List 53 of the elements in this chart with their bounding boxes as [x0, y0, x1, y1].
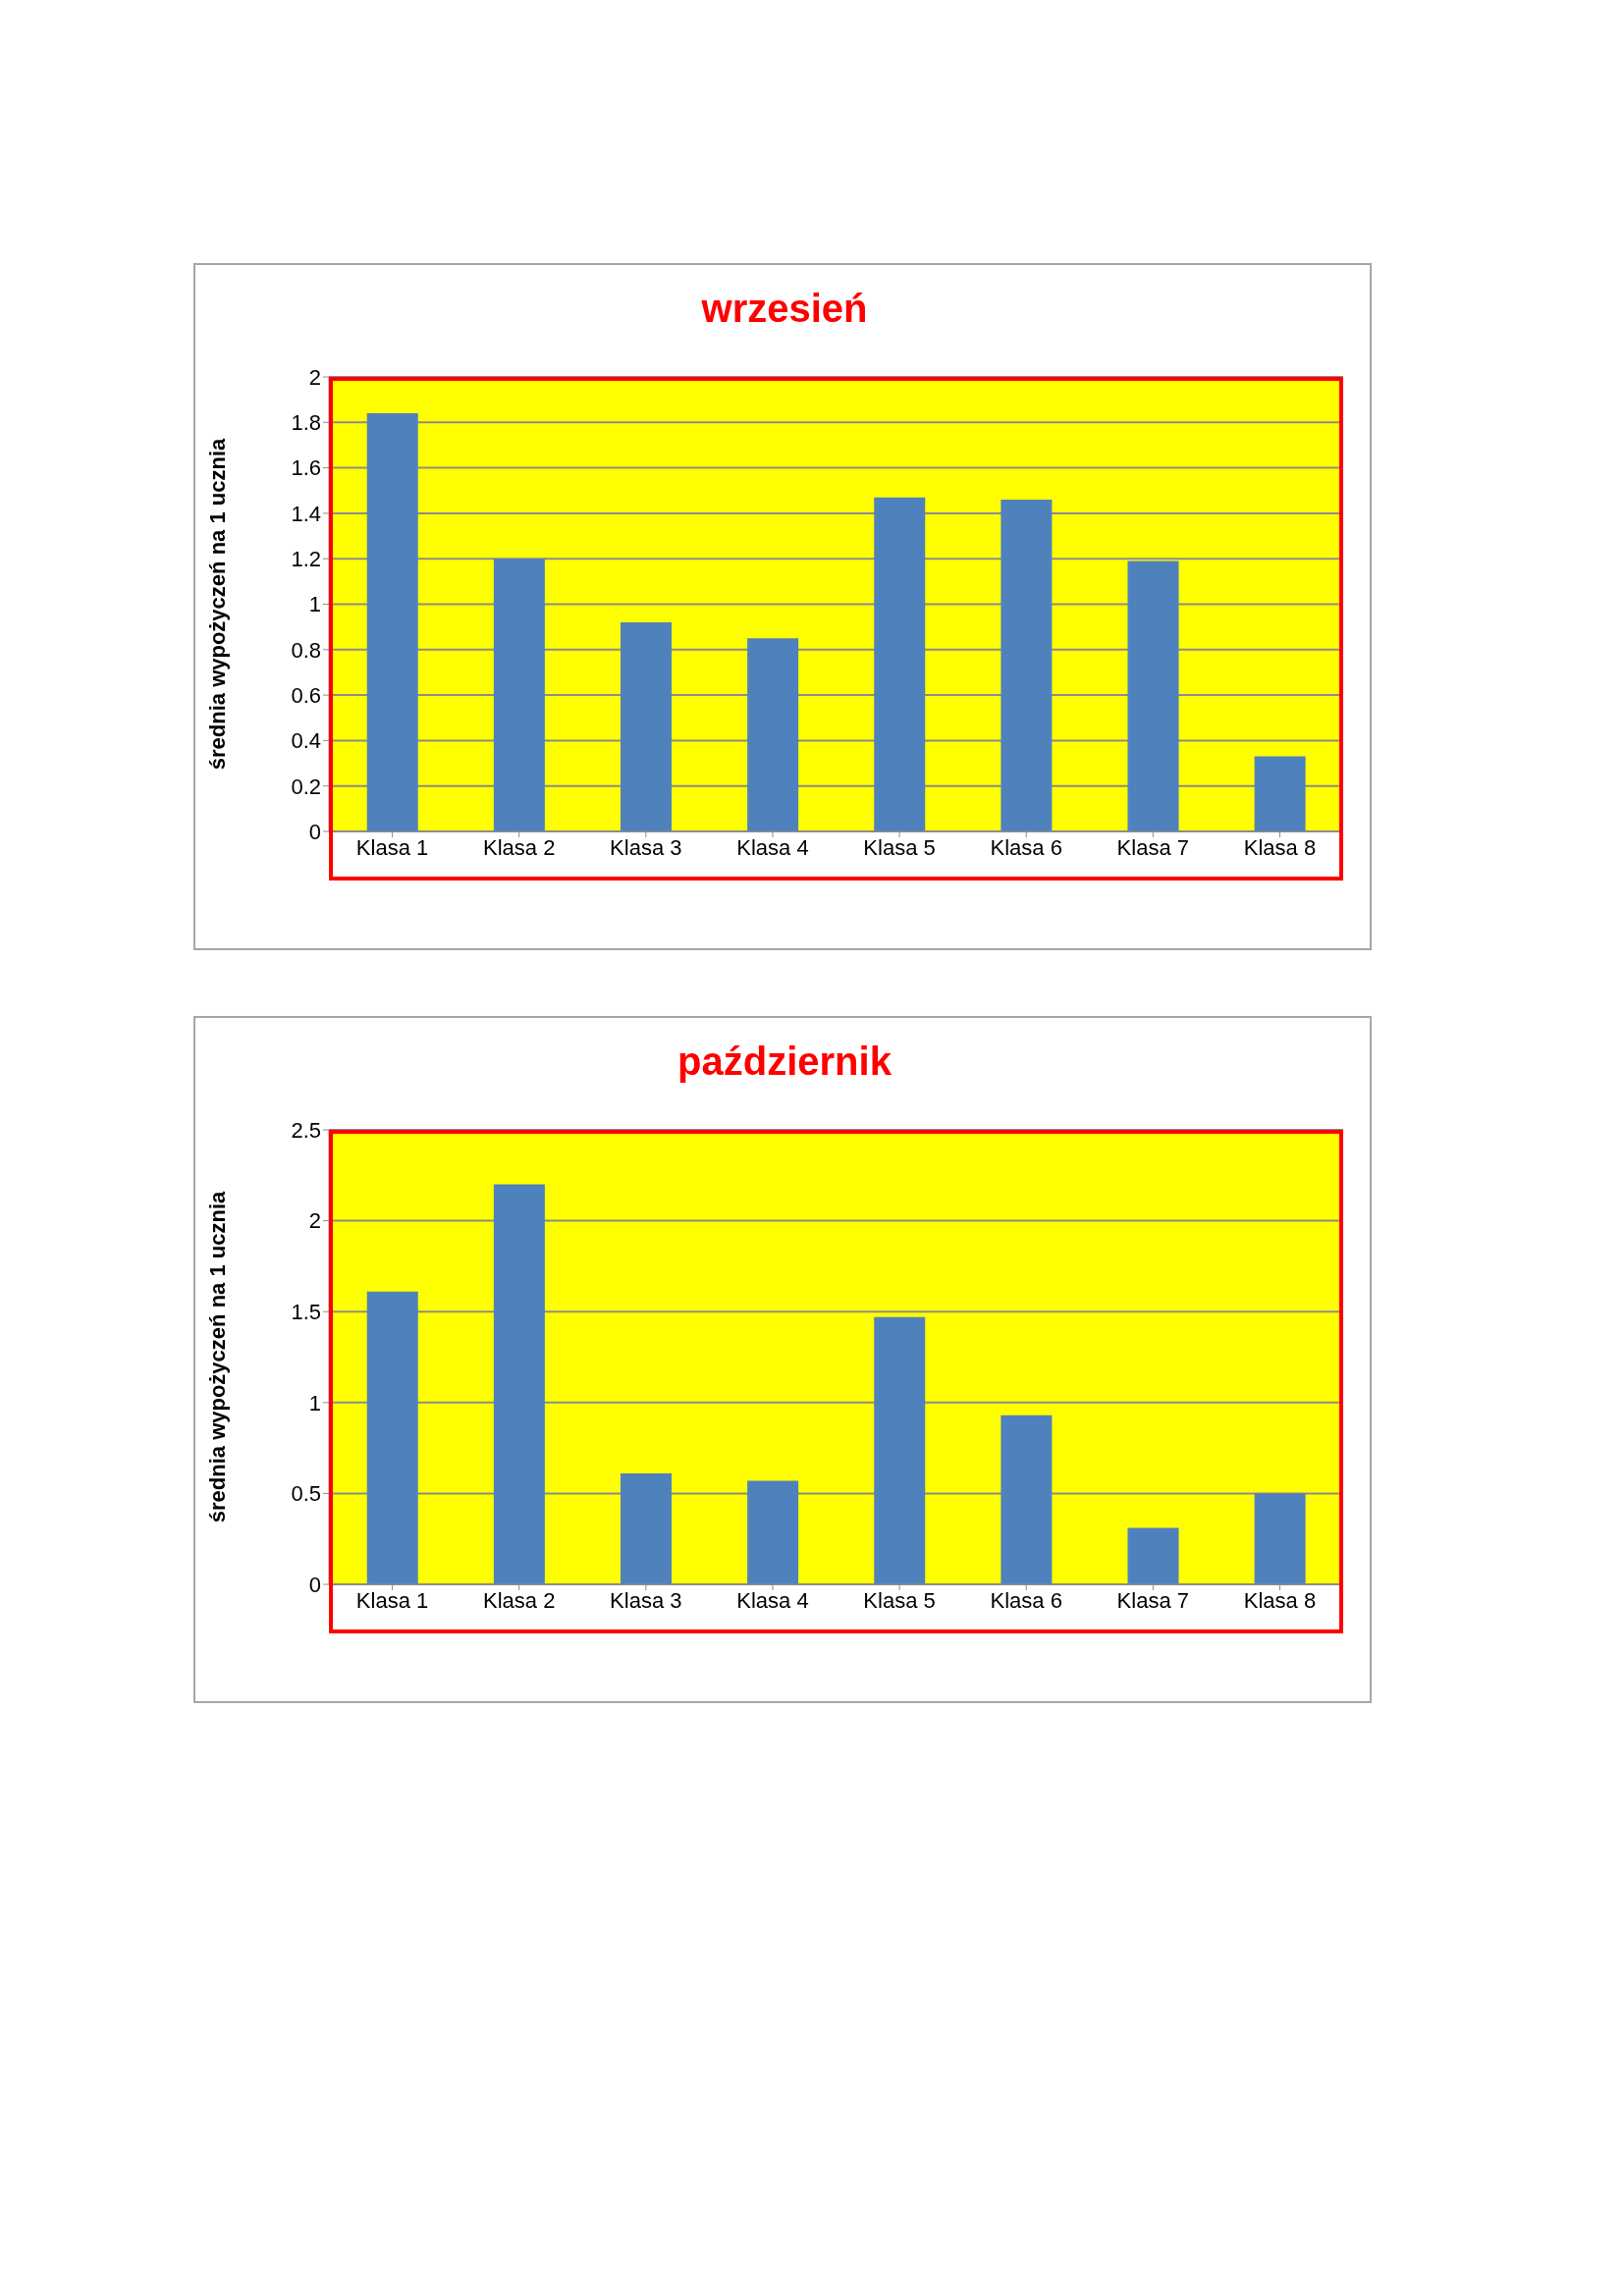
y-tick-label: 0.2: [291, 774, 321, 799]
chart-title: wrzesień: [700, 287, 869, 331]
y-tick-label: 0.5: [291, 1481, 321, 1507]
x-tick-label: Klasa 7: [1116, 834, 1190, 860]
y-tick-label: 1.4: [291, 501, 321, 526]
y-tick-label: 2.5: [291, 1117, 321, 1143]
x-tick-label: Klasa 3: [610, 834, 682, 860]
bar: [747, 638, 799, 831]
x-tick-label: Klasa 5: [863, 834, 936, 860]
y-tick-label: 1.6: [291, 455, 321, 481]
x-tick-label: Klasa 6: [990, 1587, 1062, 1613]
bar: [1254, 1493, 1306, 1584]
x-tick-label: Klasa 1: [355, 834, 429, 860]
x-tick-label: Klasa 4: [736, 1587, 809, 1613]
y-tick-label: 1.2: [291, 547, 321, 572]
y-axis-title: średnia wypożyczeń na 1 ucznia: [204, 438, 230, 771]
bar: [1127, 561, 1179, 831]
bar: [1254, 756, 1306, 831]
y-tick-label: 0: [308, 819, 321, 844]
x-tick-label: Klasa 8: [1243, 834, 1317, 860]
bar: [366, 413, 418, 831]
y-tick-label: 0.8: [291, 637, 321, 663]
y-tick-label: 2: [308, 364, 321, 390]
y-axis-title: średnia wypożyczeń na 1 ucznia: [204, 1191, 230, 1523]
bar: [366, 1291, 418, 1584]
bar: [493, 1184, 545, 1584]
y-tick-label: 0: [308, 1572, 321, 1597]
y-tick-label: 1: [308, 592, 321, 617]
bar: [747, 1480, 799, 1584]
x-tick-label: Klasa 1: [355, 1587, 429, 1613]
chart-title: październik: [677, 1040, 893, 1084]
bar: [620, 622, 672, 831]
x-tick-label: Klasa 8: [1243, 1587, 1317, 1613]
y-tick-label: 0.6: [291, 682, 321, 708]
bar: [620, 1473, 672, 1584]
x-tick-label: Klasa 7: [1116, 1587, 1190, 1613]
x-tick-label: Klasa 2: [482, 834, 556, 860]
y-tick-label: 1.5: [291, 1300, 321, 1325]
x-tick-label: Klasa 2: [482, 1587, 556, 1613]
x-tick-label: Klasa 6: [990, 834, 1062, 860]
y-tick-label: 1.8: [291, 410, 321, 436]
y-tick-label: 1: [308, 1390, 321, 1415]
y-tick-label: 2: [308, 1208, 321, 1234]
bar: [874, 497, 926, 831]
bar: [1001, 1415, 1053, 1584]
x-tick-label: Klasa 4: [736, 834, 809, 860]
bar: [874, 1316, 926, 1584]
bar: [493, 559, 545, 831]
x-tick-label: Klasa 5: [863, 1587, 936, 1613]
bar: [1001, 500, 1053, 831]
y-tick-label: 0.4: [291, 728, 321, 754]
x-tick-label: Klasa 3: [610, 1587, 682, 1613]
bar: [1127, 1527, 1179, 1584]
